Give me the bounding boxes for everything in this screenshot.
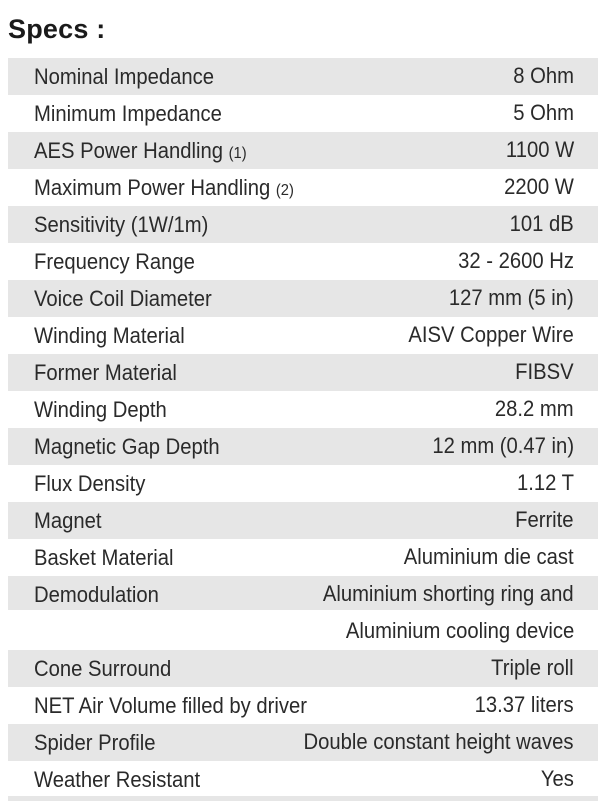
table-row: AES Power Handling (1) 1100 W <box>8 132 598 169</box>
spec-label: Spider Profile <box>34 730 156 755</box>
specs-table: Nominal Impedance 8 Ohm Minimum Impedanc… <box>8 58 598 798</box>
page-title: Specs : <box>8 14 106 44</box>
spec-label: Frequency Range <box>34 249 195 274</box>
spec-value: Aluminium die cast <box>404 544 574 569</box>
spec-label: Nominal Impedance <box>34 64 215 89</box>
table-row: Demodulation Aluminium shorting ring and… <box>8 576 598 650</box>
spec-label: AES Power Handling (1) <box>34 138 247 163</box>
spec-value: Triple roll <box>491 655 574 680</box>
spec-label: Winding Depth <box>34 397 167 422</box>
spec-label: Sensitivity (1W/1m) <box>34 212 209 237</box>
spec-value-continued: Aluminium cooling device <box>345 618 574 643</box>
spec-label: Basket Material <box>34 545 174 570</box>
table-row: Cone Surround Triple roll <box>8 650 598 687</box>
spec-value: FIBSV <box>515 359 574 384</box>
table-row: NET Air Volume filled by driver 13.37 li… <box>8 687 598 724</box>
table-row: Sensitivity (1W/1m) 101 dB <box>8 206 598 243</box>
spec-value: 28.2 mm <box>495 396 574 421</box>
spec-value: Ferrite <box>515 507 574 532</box>
spec-label: Minimum Impedance <box>34 101 222 126</box>
spec-value: 101 dB <box>509 211 574 236</box>
spec-label: Weather Resistant <box>34 767 201 792</box>
spec-label: Maximum Power Handling (2) <box>34 175 294 200</box>
table-bottom-bar <box>8 796 598 801</box>
spec-label: Voice Coil Diameter <box>34 286 212 311</box>
table-row: Maximum Power Handling (2) 2200 W <box>8 169 598 206</box>
table-row: Frequency Range 32 - 2600 Hz <box>8 243 598 280</box>
spec-label: Demodulation <box>34 582 159 607</box>
spec-label: Magnet <box>34 508 102 533</box>
table-row: Basket Material Aluminium die cast <box>8 539 598 576</box>
table-row: Spider Profile Double constant height wa… <box>8 724 598 761</box>
spec-value: Double constant height waves <box>303 729 574 754</box>
spec-value: Yes <box>540 766 574 791</box>
spec-label: Cone Surround <box>34 656 172 681</box>
spec-value: 1.12 T <box>516 470 574 495</box>
spec-label: NET Air Volume filled by driver <box>34 693 307 718</box>
spec-value: 8 Ohm <box>513 63 574 88</box>
table-row: Minimum Impedance 5 Ohm <box>8 95 598 132</box>
footnote-marker: (2) <box>275 182 294 199</box>
table-row: Winding Material AISV Copper Wire <box>8 317 598 354</box>
spec-label: Former Material <box>34 360 177 385</box>
spec-label: Magnetic Gap Depth <box>34 434 220 459</box>
table-row: Magnet Ferrite <box>8 502 598 539</box>
spec-value: Aluminium shorting ring and <box>323 581 574 606</box>
spec-label: Winding Material <box>34 323 185 348</box>
table-row: Magnetic Gap Depth 12 mm (0.47 in) <box>8 428 598 465</box>
spec-value: 13.37 liters <box>474 692 574 717</box>
table-row: Nominal Impedance 8 Ohm <box>8 58 598 95</box>
spec-value: 2200 W <box>504 174 574 199</box>
spec-value: 32 - 2600 Hz <box>458 248 574 273</box>
spec-label: Flux Density <box>34 471 146 496</box>
footnote-marker: (1) <box>228 145 247 162</box>
table-row: Winding Depth 28.2 mm <box>8 391 598 428</box>
table-row: Former Material FIBSV <box>8 354 598 391</box>
spec-value: 12 mm (0.47 in) <box>432 433 574 458</box>
table-row: Voice Coil Diameter 127 mm (5 in) <box>8 280 598 317</box>
spec-value: AISV Copper Wire <box>408 322 574 347</box>
table-row: Weather Resistant Yes <box>8 761 598 798</box>
spec-value: 127 mm (5 in) <box>449 285 574 310</box>
table-row: Flux Density 1.12 T <box>8 465 598 502</box>
spec-value: 1100 W <box>505 137 574 162</box>
spec-value: 5 Ohm <box>513 100 574 125</box>
